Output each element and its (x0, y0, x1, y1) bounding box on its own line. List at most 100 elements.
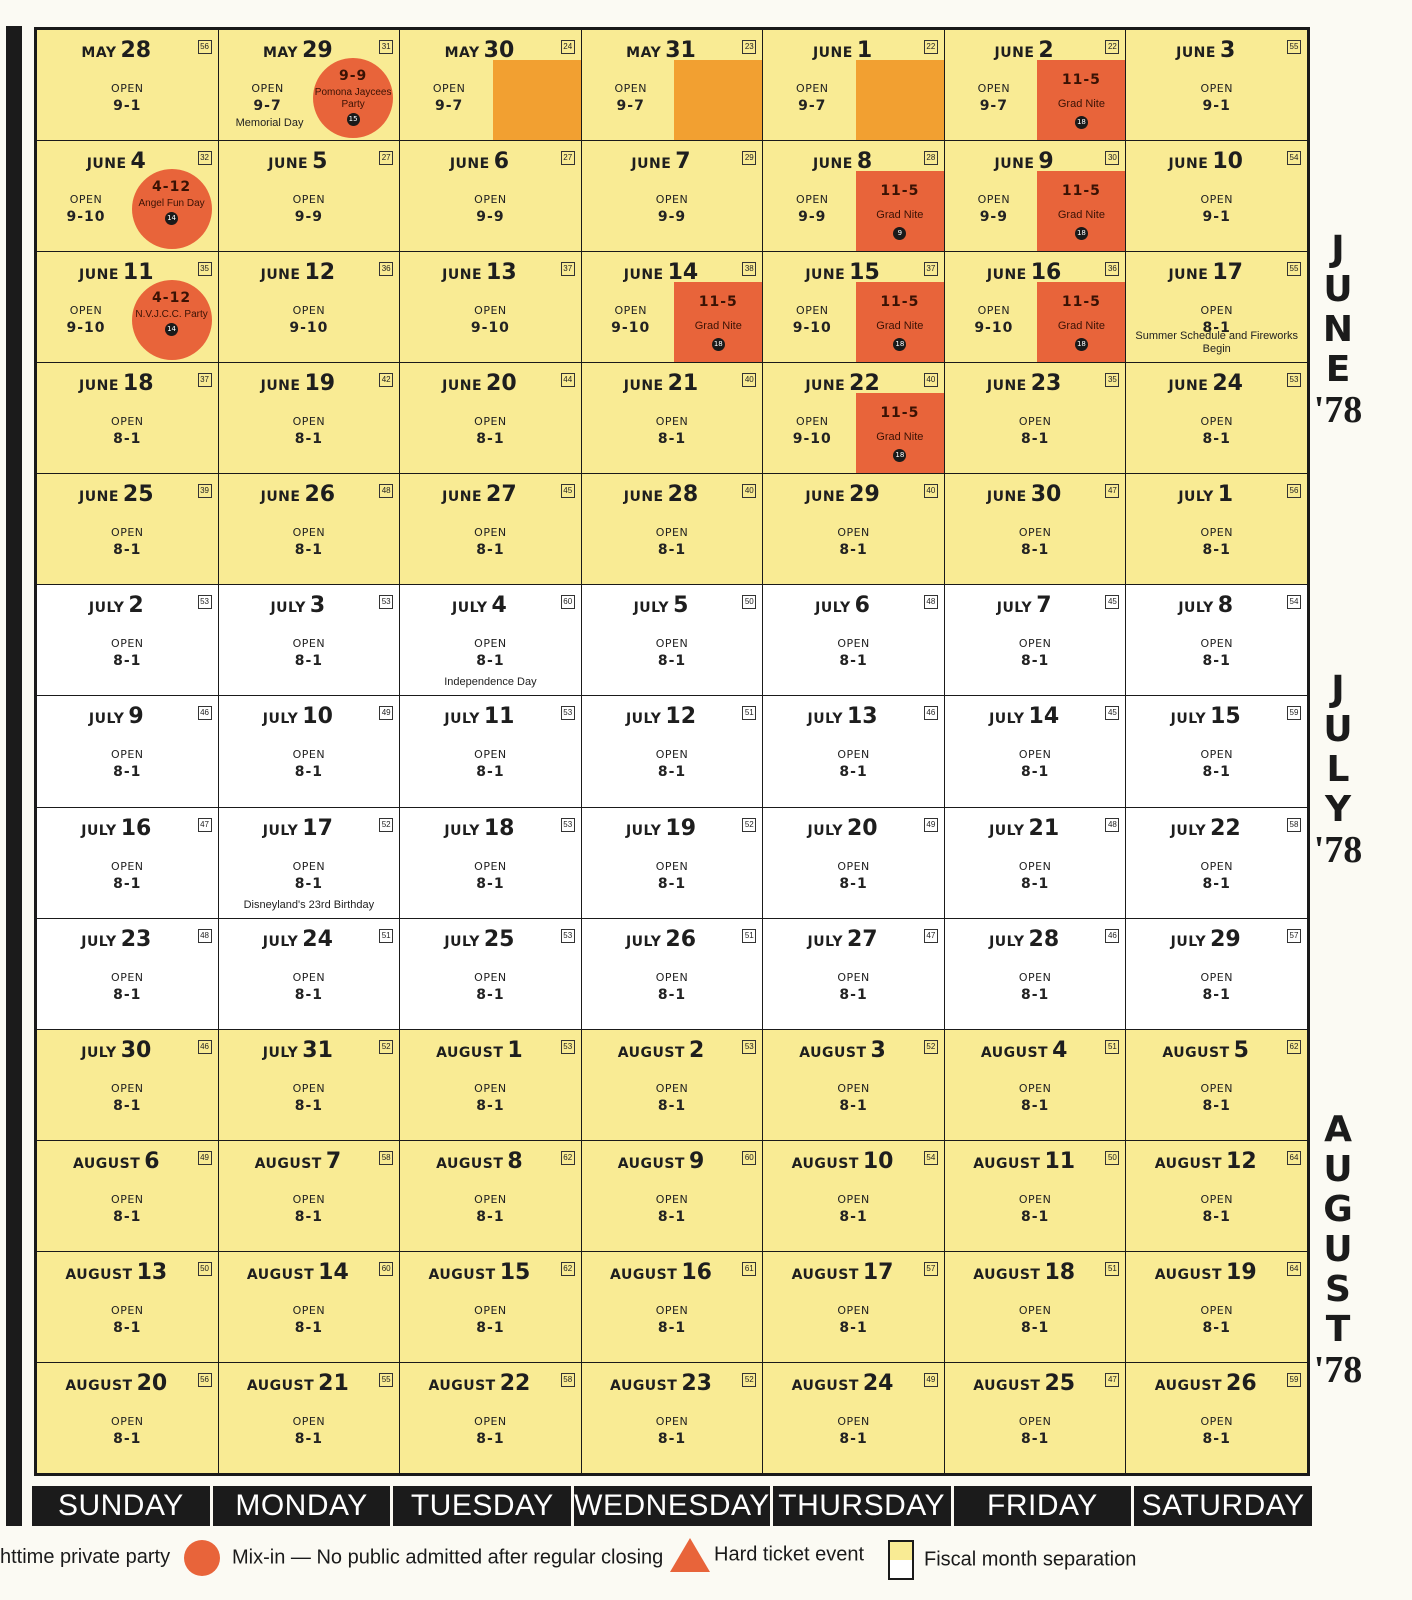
day-number: 29 (849, 482, 880, 508)
day-number: 11 (122, 260, 154, 286)
hours: OPEN 8-1 (219, 971, 400, 1003)
open-label: OPEN (474, 859, 507, 873)
month-name: AUGUST (610, 1266, 678, 1283)
date-label: JULY 24 (219, 927, 378, 952)
day-cell: JULY 12 51 OPEN 8-1 (581, 696, 763, 807)
hours: OPEN 8-1 (219, 860, 400, 892)
fiscal-day-number: 56 (197, 40, 212, 54)
date-label: JUNE 24 (1126, 371, 1285, 396)
hours-value: 9-7 (616, 98, 645, 114)
month-name: JULY (807, 933, 843, 950)
open-label: OPEN (474, 637, 507, 651)
hours-value: 8-1 (1202, 320, 1231, 337)
hours-value: 8-1 (1020, 764, 1050, 781)
fiscal-day-number: 60 (560, 595, 575, 610)
hours: OPEN 9-1 (37, 82, 218, 114)
month-name: JULY (81, 933, 117, 950)
hours-value: 8-1 (1202, 1430, 1231, 1447)
month-name: JULY (262, 1044, 299, 1061)
open-label: OPEN (292, 1303, 326, 1317)
date-label: JULY 10 (219, 704, 378, 729)
date-label: AUGUST 3 (763, 1038, 922, 1063)
event-badge: 18 (893, 338, 907, 352)
day-number: 29 (1210, 926, 1241, 952)
hours: OPEN 9-9 (219, 193, 400, 225)
day-cell: JULY 8 54 OPEN 8-1 (1126, 585, 1307, 696)
fiscal-day-number: 49 (379, 706, 394, 721)
day-cell: JUNE 3 55 OPEN 9-1 (1126, 30, 1307, 141)
hours-value: 8-1 (1020, 1430, 1050, 1447)
fiscal-day-number: 51 (379, 928, 394, 943)
date-label: JUNE 11 (37, 260, 196, 285)
day-number: 6 (854, 593, 870, 619)
date-label: JULY 30 (37, 1038, 196, 1063)
fiscal-day-number: 44 (560, 373, 575, 388)
day-cell: JUNE 14 38 OPEN 9-10 11-5 Grad Nite 18 (581, 252, 763, 363)
day-number: 21 (318, 1370, 349, 1396)
open-label: OPEN (655, 1414, 689, 1428)
date-label: JUNE 7 (582, 149, 741, 174)
date-label: JUNE 19 (219, 371, 378, 396)
month-name: JULY (262, 822, 299, 839)
hours: OPEN 9-10 (777, 415, 847, 447)
hours: OPEN 8-1 (945, 637, 1126, 669)
side-letter: G (1323, 1189, 1353, 1230)
date-label: AUGUST 23 (582, 1371, 741, 1396)
legend: httime private party Mix-in — No public … (0, 1536, 1412, 1586)
hours: OPEN 8-1 (400, 637, 581, 669)
event-time: 11-5 (880, 294, 920, 311)
hours: OPEN 8-1 (400, 1082, 581, 1114)
month-name: JULY (807, 711, 843, 728)
hours: OPEN 8-1 (945, 1415, 1126, 1447)
date-label: JULY 11 (400, 704, 559, 729)
hours-value: 8-1 (839, 1208, 868, 1225)
month-name: MAY (444, 45, 480, 61)
day-number: 25 (122, 482, 154, 508)
open-label: OPEN (292, 193, 326, 207)
open-label: OPEN (614, 82, 647, 95)
date-label: JULY 18 (400, 816, 559, 841)
day-number: 8 (856, 149, 873, 175)
legend-hard-ticket-label: Hard ticket event (714, 1543, 865, 1566)
hours: OPEN 9-7 (959, 82, 1029, 114)
hours: OPEN 9-1 (1126, 193, 1307, 225)
open-label: OPEN (796, 415, 829, 429)
fiscal-day-number: 51 (742, 706, 757, 721)
hours-value: 8-1 (657, 542, 687, 559)
open-label: OPEN (111, 970, 144, 984)
day-cell: AUGUST 13 50 OPEN 8-1 (37, 1251, 218, 1362)
event-label: Grad Nite (876, 431, 924, 444)
hours: OPEN 8-1 (763, 526, 944, 558)
fiscal-day-number: 52 (742, 817, 757, 832)
day-number: 22 (1210, 815, 1241, 841)
day-cell: JUNE 15 37 OPEN 9-10 11-5 Grad Nite 18 (763, 252, 944, 363)
date-label: MAY 31 (582, 38, 741, 63)
day-number: 22 (849, 371, 880, 397)
month-name: JULY (625, 711, 662, 728)
calendar-grid: MAY 28 56 OPEN 9-1 MAY 29 31 OPEN 9-7 Memorial Day… (34, 27, 1310, 1476)
day-number: 13 (136, 1259, 168, 1285)
day-cell: JULY 13 46 OPEN 8-1 (763, 696, 944, 807)
hours: OPEN 8-1 (400, 748, 581, 780)
open-label: OPEN (69, 304, 103, 318)
month-name: JUNE (79, 378, 119, 395)
day-number: 27 (846, 926, 878, 952)
day-number: 14 (1028, 704, 1060, 730)
fiscal-day-number: 23 (742, 40, 757, 54)
mix-in-event: 4-12 N.V.J.C.C. Party 14 (131, 280, 212, 361)
side-letter: L (1326, 749, 1350, 790)
month-name: AUGUST (973, 1377, 1041, 1394)
hours: OPEN 8-1 (219, 526, 400, 558)
month-name: JULY (262, 933, 299, 950)
day-cell: JUNE 28 40 OPEN 8-1 (581, 474, 763, 585)
event-time: 11-5 (880, 405, 920, 422)
day-cell: AUGUST 20 56 OPEN 8-1 (37, 1362, 218, 1473)
month-name: AUGUST (436, 1155, 504, 1172)
hours-value: 8-1 (113, 764, 142, 781)
month-name: AUGUST (72, 1155, 141, 1172)
day-cell: JULY 6 48 OPEN 8-1 (763, 585, 944, 696)
fiscal-day-number: 46 (197, 1039, 212, 1054)
hours: OPEN 8-1 (400, 1415, 581, 1447)
day-number: 14 (318, 1259, 349, 1285)
hours: OPEN 8-1 (219, 1082, 400, 1114)
